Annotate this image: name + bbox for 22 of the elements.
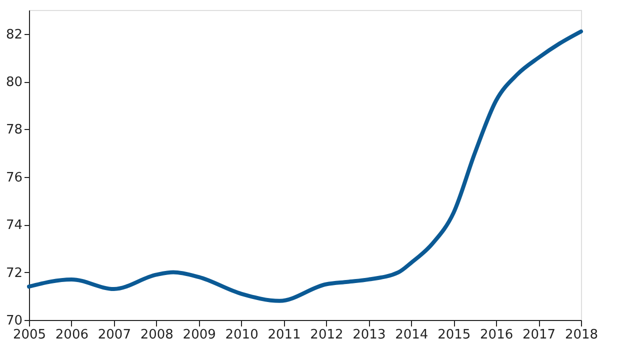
x-tick-label: 2014 — [395, 328, 428, 342]
x-tick-label: 2011 — [268, 328, 301, 342]
y-tick-label: 80 — [6, 75, 22, 90]
x-tick-label: 2007 — [98, 328, 131, 342]
line-series — [27, 29, 583, 303]
x-tick-label: 2006 — [55, 328, 89, 342]
y-tick-label: 82 — [6, 27, 22, 42]
x-tick-label: 2010 — [225, 328, 258, 342]
x-tick-label: 2009 — [182, 328, 216, 342]
x-tick-label: 2013 — [352, 328, 386, 342]
x-tick-label: 2016 — [480, 328, 514, 342]
x-tick-label: 2018 — [564, 328, 598, 342]
y-tick-label: 74 — [6, 218, 22, 234]
x-tick-label: 2017 — [522, 328, 556, 342]
x-tick-label: 2015 — [438, 328, 471, 342]
y-tick-label: 70 — [6, 314, 22, 328]
x-tick-label: 2005 — [12, 328, 46, 342]
y-tick-label: 72 — [6, 266, 22, 281]
x-tick-label: 2012 — [310, 328, 344, 342]
y-tick-label: 78 — [6, 122, 22, 138]
x-tick-label: 2008 — [140, 328, 174, 342]
y-tick-label: 76 — [6, 170, 22, 186]
